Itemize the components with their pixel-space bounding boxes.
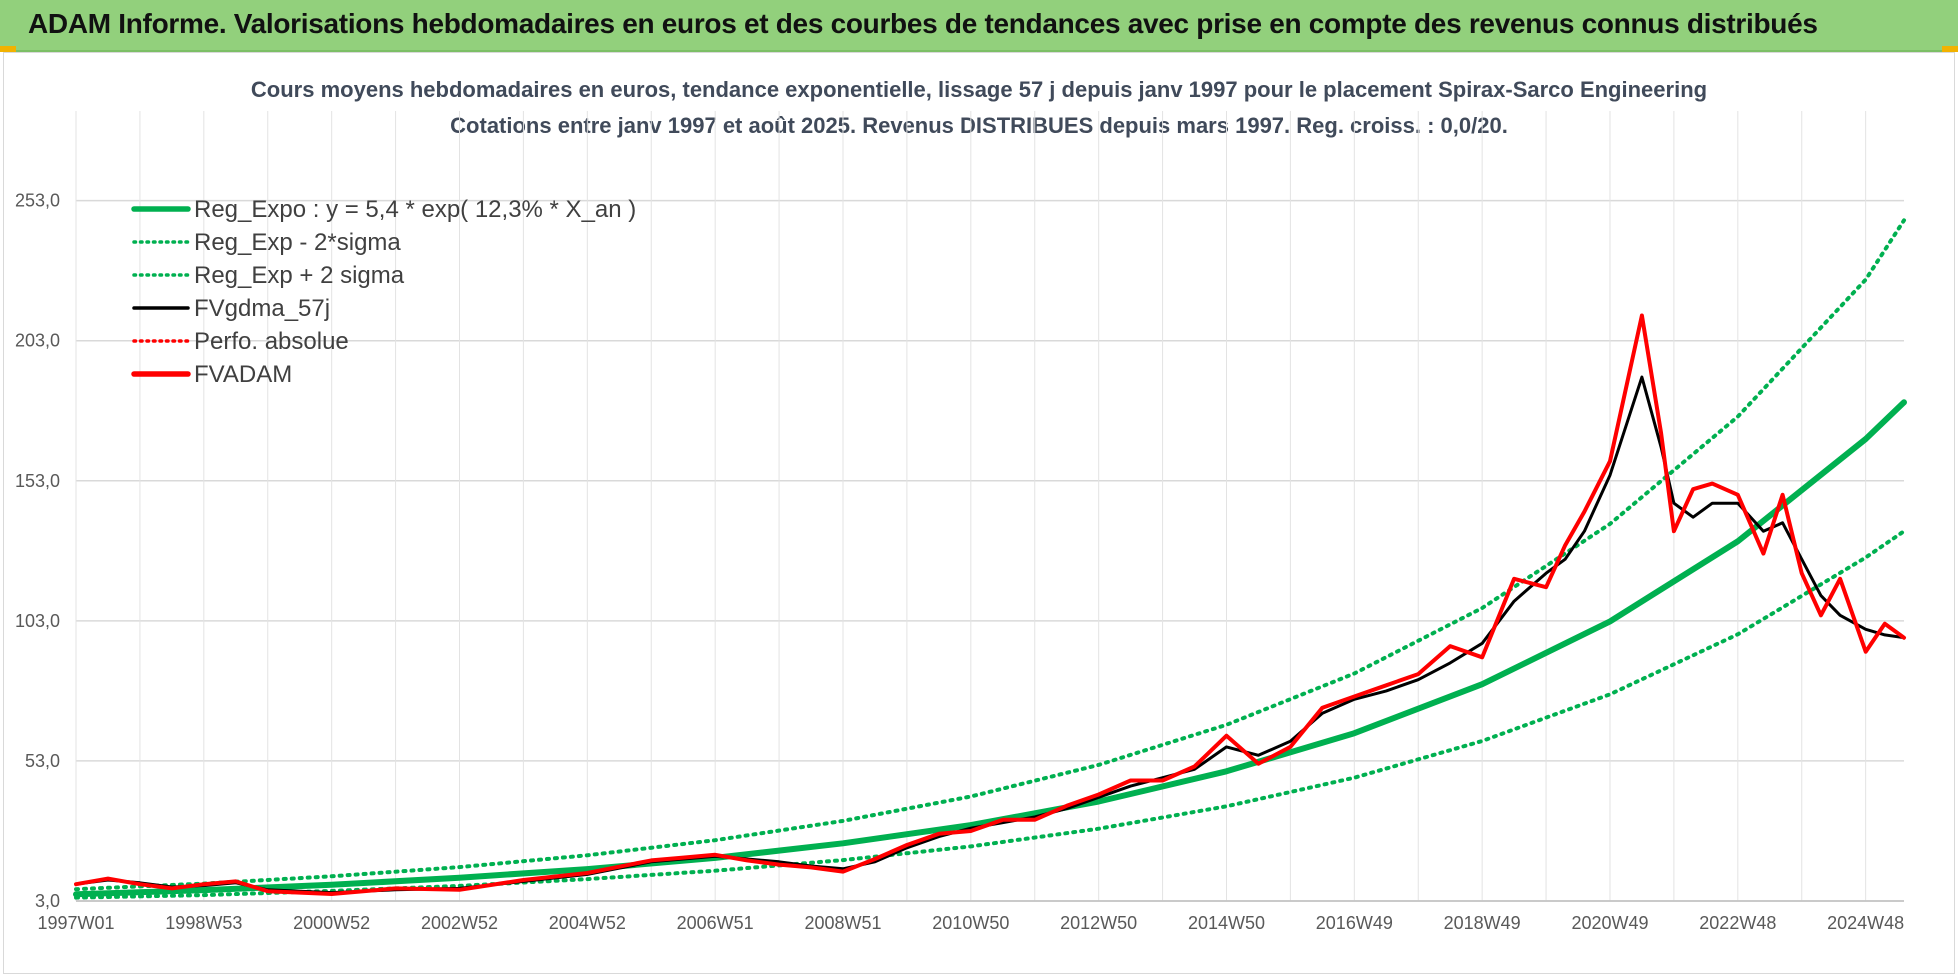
- x-tick-label: 1997W01: [37, 913, 114, 933]
- x-tick-label: 2020W49: [1571, 913, 1648, 933]
- x-tick-label: 2024W48: [1827, 913, 1904, 933]
- chart-subtitle: Cotations entre janv 1997 et août 2025. …: [450, 113, 1508, 138]
- x-tick-label: 2004W52: [549, 913, 626, 933]
- x-tick-label: 2006W51: [677, 913, 754, 933]
- page-title: ADAM Informe. Valorisations hebdomadaire…: [28, 8, 1818, 39]
- x-tick-label: 2008W51: [804, 913, 881, 933]
- legend-item-reg-plus-2sigma: Reg_Exp + 2 sigma: [132, 262, 405, 289]
- series-fvadam: [74, 313, 1906, 896]
- legend-label: FVgdma_57j: [194, 295, 330, 322]
- x-tick-label: 2016W49: [1316, 913, 1393, 933]
- x-tick-label: 2002W52: [421, 913, 498, 933]
- series-reg-expo: [73, 399, 1907, 898]
- legend-label: FVADAM: [194, 361, 292, 388]
- y-tick-label: 203,0: [15, 331, 60, 351]
- x-tick-label: 2022W48: [1699, 913, 1776, 933]
- header-bar: ADAM Informe. Valorisations hebdomadaire…: [0, 0, 1958, 52]
- series-reg-plus-2sigma: [74, 218, 1906, 892]
- chart-title: Cours moyens hebdomadaires en euros, ten…: [251, 77, 1707, 102]
- x-tick-label: 2010W50: [932, 913, 1009, 933]
- legend-label: Reg_Exp + 2 sigma: [194, 262, 405, 289]
- plot-lines: [73, 218, 1907, 900]
- corner-marker-right: [1942, 46, 1958, 52]
- y-tick-label: 3,0: [35, 891, 60, 911]
- x-tick-label: 2012W50: [1060, 913, 1137, 933]
- x-axis: 1997W01 1998W53 2000W52 2002W52 2004W52 2006W…: [37, 900, 1904, 933]
- series-fvgdma-57j: [74, 375, 1906, 895]
- x-tick-label: 1998W53: [165, 913, 242, 933]
- grid: [75, 111, 1904, 902]
- y-tick-label: 103,0: [15, 611, 60, 631]
- x-tick-label: 2000W52: [293, 913, 370, 933]
- legend-item-fvgdma-57j: FVgdma_57j: [132, 295, 330, 322]
- x-tick-label: 2018W49: [1444, 913, 1521, 933]
- legend-item-fvadam: FVADAM: [131, 361, 292, 388]
- chart-area: Cours moyens hebdomadaires en euros, ten…: [3, 52, 1955, 974]
- corner-marker-left: [0, 46, 16, 52]
- series-reg-minus-2sigma: [74, 529, 1906, 900]
- x-tick-label: 2014W50: [1188, 913, 1265, 933]
- legend-item-perfo-absolue: Perfo. absolue: [132, 328, 349, 355]
- legend-label: Perfo. absolue: [194, 328, 349, 355]
- y-tick-label: 53,0: [25, 751, 60, 771]
- legend-label: Reg_Exp - 2*sigma: [194, 229, 401, 256]
- y-tick-label: 153,0: [15, 471, 60, 491]
- chart-svg: Cours moyens hebdomadaires en euros, ten…: [15, 77, 1907, 933]
- legend-label: Reg_Expo : y = 5,4 * exp( 12,3% * X_an ): [194, 196, 636, 223]
- y-axis: 3,0 53,0 103,0 153,0 203,0 253,0: [15, 191, 60, 911]
- y-tick-label: 253,0: [15, 191, 60, 211]
- legend-item-reg-expo: Reg_Expo : y = 5,4 * exp( 12,3% * X_an ): [131, 196, 636, 223]
- legend: Reg_Expo : y = 5,4 * exp( 12,3% * X_an )…: [131, 196, 636, 388]
- legend-item-reg-minus-2sigma: Reg_Exp - 2*sigma: [132, 229, 401, 256]
